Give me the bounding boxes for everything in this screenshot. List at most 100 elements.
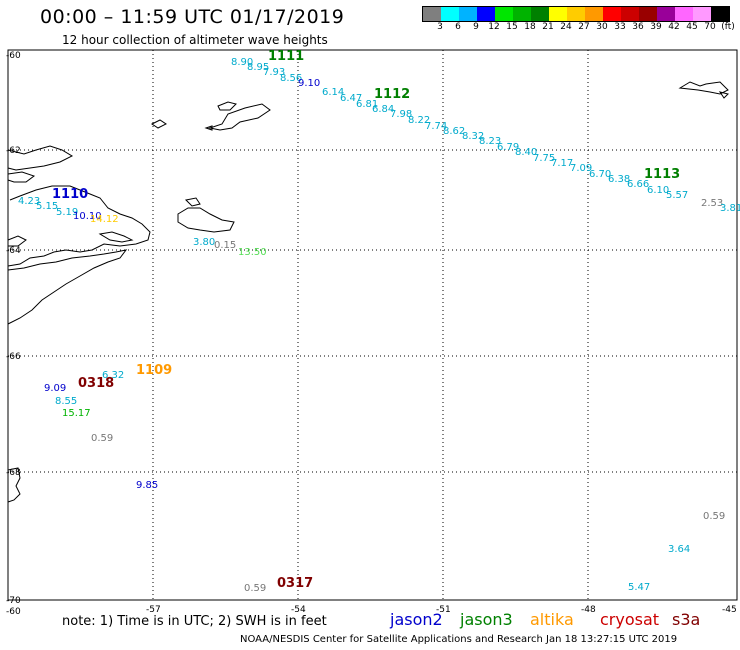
scale-label: 21 [542,22,554,32]
wave-height-value: 0.59 [91,433,113,444]
wave-height-value: 6.10 [647,185,669,196]
lon-label-54: -54 [291,605,306,615]
pass-label: 1111 [268,49,304,64]
wave-height-value: 9.09 [44,383,66,394]
lat-label-62: -62 [6,146,21,156]
wave-height-value: 2.53 [701,198,723,209]
wave-height-value: 14.12 [90,214,119,225]
wave-height-value: 0.15 [214,240,236,251]
wave-height-value: 6.47 [340,93,362,104]
pass-label: 1112 [374,87,410,102]
wave-height-value: 5.47 [628,582,650,593]
scale-label: 70 [704,22,716,32]
scale-swatch [459,7,477,21]
scale-swatch [477,7,495,21]
scale-swatch [423,7,441,21]
scale-label: 3 [437,22,443,32]
wave-height-value: 7.98 [390,109,412,120]
antarctic-peninsula-east-coast [7,249,128,325]
scale-swatch [531,7,549,21]
wave-height-value: 3.80 [193,237,215,248]
joinville-island [177,207,235,233]
wave-height-value: 4.23 [18,196,40,207]
wave-height-value: 8.90 [231,57,253,68]
wave-height-value: 8.62 [443,126,465,137]
coastlines [7,81,729,503]
scale-swatch [711,7,729,21]
wave-height-value: 9.85 [136,480,158,491]
scale-label: 18 [524,22,536,32]
wave-height-value: 6.79 [497,142,519,153]
wave-height-value: 8.95 [247,62,269,73]
legend-cryosat: cryosat [600,610,660,629]
scale-swatch [567,7,585,21]
lon-label-60: -60 [6,607,21,617]
wave-height-value: 6.32 [102,370,124,381]
wave-height-value: 8.32 [462,131,484,142]
scale-swatch [441,7,459,21]
scale-label: 36 [632,22,644,32]
scale-label: 33 [614,22,626,32]
south-orkney-islet [718,91,729,99]
scale-swatch [639,7,657,21]
lon-label-48: -48 [581,605,596,615]
wave-height-value: 7.74 [425,121,447,132]
color-scale [422,6,730,22]
footer-credit: NOAA/NESDIS Center for Satellite Applica… [240,634,678,645]
wave-height-value: 8.55 [55,396,77,407]
scale-label: 30 [596,22,608,32]
antarctic-peninsula-inlet [98,231,134,243]
wave-height-value: 13.50 [238,247,267,258]
scale-label: 6 [455,22,461,32]
wave-height-value: 5.15 [36,201,58,212]
wave-height-value: 7.75 [533,153,555,164]
south-shetland-islet-b [204,125,213,131]
wave-height-value: 10.10 [73,211,102,222]
wave-height-value: 5.19 [56,207,78,218]
map-frame [7,49,738,601]
legend-s3a: s3a [672,610,701,629]
map-subtitle: 12 hour collection of altimeter wave hei… [62,33,328,47]
lat-label-68: -68 [6,468,21,478]
graticule [8,50,737,600]
wave-height-value: 7.17 [551,158,573,169]
wave-height-value: 6.38 [608,174,630,185]
scale-swatch [585,7,603,21]
wave-height-value: 6.81 [356,99,378,110]
wave-height-value: 6.14 [322,87,344,98]
map-title: 00:00 – 11:59 UTC 01/17/2019 [40,6,345,28]
wave-height-value: 6.70 [589,169,611,180]
lon-label-57: -57 [146,605,161,615]
lat-label-60: -60 [6,51,21,61]
wave-height-value: 0.59 [244,583,266,594]
wave-height-value: 6.66 [627,179,649,190]
wave-height-value: 8.23 [479,136,501,147]
wave-height-value: 8.56 [280,73,302,84]
wave-height-value: 0.59 [703,511,725,522]
scale-label: 9 [473,22,479,32]
lon-label-51: -51 [436,605,451,615]
coast-west-edge-south [7,467,21,503]
pass-label: 1110 [52,187,88,202]
lat-label-64: -64 [6,246,21,256]
antarctic-peninsula-west-coast [7,145,74,171]
scale-swatch [693,7,711,21]
lat-label-66: -66 [6,352,21,362]
wave-height-value: 7.93 [263,67,285,78]
pass-label: 1109 [136,363,172,378]
south-orkney-islands [678,81,729,95]
scale-swatch [603,7,621,21]
wave-height-value: 9.10 [298,78,320,89]
wave-height-value: 8.22 [408,115,430,126]
wave-height-value: 5.57 [666,190,688,201]
wave-height-value: 6.84 [372,104,394,115]
scale-label: 15 [506,22,518,32]
coast-west-edge-north [7,235,27,247]
scale-label: 42 [668,22,680,32]
south-shetland-islet-c [151,119,167,129]
scale-swatch [621,7,639,21]
legend-jason3: jason3 [460,610,513,629]
axis-tick-labels: -60 -62 -64 -66 -68 -70 -60 -57 -54 -51 … [6,51,737,617]
wave-height-value: 7.09 [570,163,592,174]
